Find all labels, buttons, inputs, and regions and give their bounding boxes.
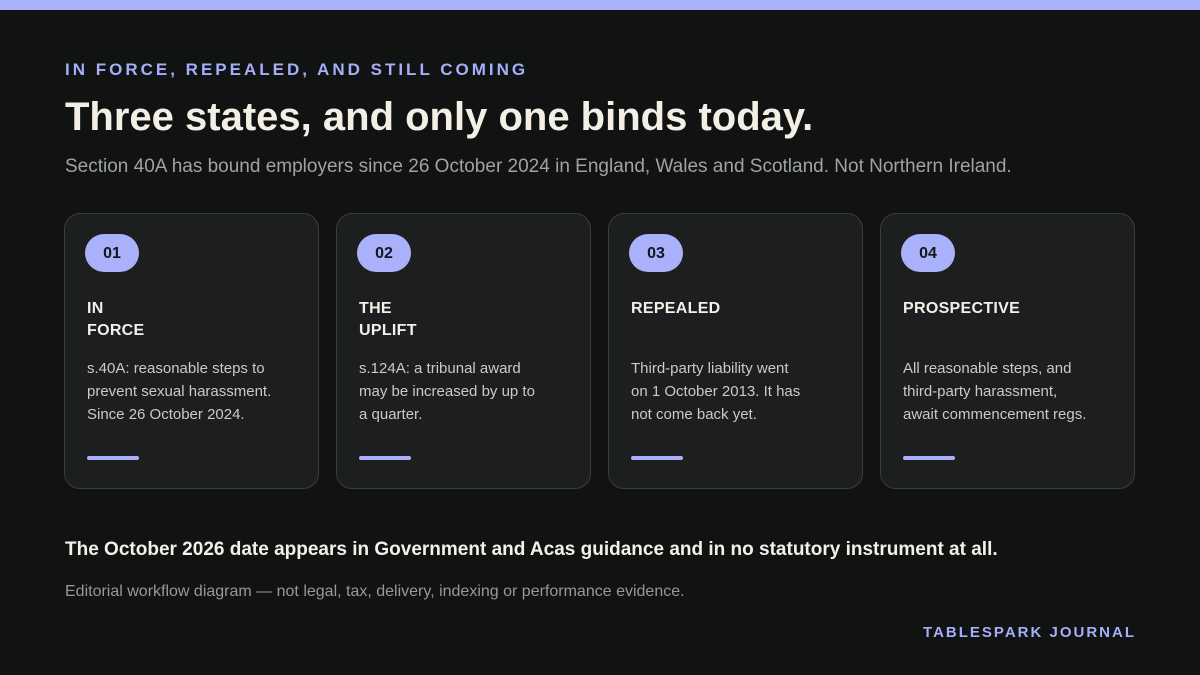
- card-title-line: IN: [87, 300, 104, 317]
- card-number-badge: 03: [629, 234, 683, 272]
- card-title-line: PROSPECTIVE: [903, 300, 1021, 317]
- card-number-badge: 04: [901, 234, 955, 272]
- card-description-line: Since 26 October 2024.: [87, 406, 245, 423]
- card-title-line: REPEALED: [631, 300, 721, 317]
- card-description-line: third-party harassment,: [903, 383, 1058, 400]
- card-description: s.40A: reasonable steps to prevent sexua…: [87, 357, 307, 426]
- card-description-line: await commencement regs.: [903, 406, 1087, 423]
- card-description-line: a quarter.: [359, 406, 423, 423]
- card-accent-line: [359, 456, 411, 460]
- card-title-line: THE: [359, 300, 392, 317]
- key-takeaway: The October 2026 date appears in Governm…: [65, 539, 998, 560]
- card-description-line: may be increased by up to: [359, 383, 535, 400]
- card-description-line: on 1 October 2013. It has: [631, 383, 801, 400]
- card-title: THE UPLIFT: [359, 298, 509, 342]
- card-description-line: Third-party liability went: [631, 360, 789, 377]
- card-description-line: s.124A: a tribunal award: [359, 360, 521, 377]
- card-description: Third-party liability went on 1 October …: [631, 357, 851, 426]
- card-description: s.124A: a tribunal award may be increase…: [359, 357, 579, 426]
- page-title: Three states, and only one binds today.: [65, 95, 814, 139]
- card-accent-line: [631, 456, 683, 460]
- card-description-line: not come back yet.: [631, 406, 757, 423]
- card-accent-line: [903, 456, 955, 460]
- card-in-force: 01 IN FORCE s.40A: reasonable steps to p…: [64, 213, 319, 489]
- card-title: PROSPECTIVE: [903, 298, 1053, 320]
- card-repealed: 03 REPEALED Third-party liability went o…: [608, 213, 863, 489]
- eyebrow-label: IN FORCE, REPEALED, AND STILL COMING: [65, 60, 529, 79]
- card-number-badge: 02: [357, 234, 411, 272]
- card-the-uplift: 02 THE UPLIFT s.124A: a tribunal award m…: [336, 213, 591, 489]
- top-accent-bar: [0, 0, 1200, 10]
- card-title-line: UPLIFT: [359, 322, 417, 339]
- card-title-line: FORCE: [87, 322, 145, 339]
- page-subtitle: Section 40A has bound employers since 26…: [65, 156, 1012, 177]
- brand-wordmark: TABLESPARK JOURNAL: [923, 624, 1136, 641]
- state-cards: 01 IN FORCE s.40A: reasonable steps to p…: [64, 213, 1136, 491]
- card-description-line: All reasonable steps, and: [903, 360, 1072, 377]
- card-number-badge: 01: [85, 234, 139, 272]
- card-description-line: s.40A: reasonable steps to: [87, 360, 265, 377]
- card-description-line: prevent sexual harassment.: [87, 383, 272, 400]
- card-title: IN FORCE: [87, 298, 237, 342]
- card-accent-line: [87, 456, 139, 460]
- card-description: All reasonable steps, and third-party ha…: [903, 357, 1123, 426]
- card-prospective: 04 PROSPECTIVE All reasonable steps, and…: [880, 213, 1135, 489]
- disclaimer-note: Editorial workflow diagram — not legal, …: [65, 583, 685, 600]
- card-title: REPEALED: [631, 298, 781, 320]
